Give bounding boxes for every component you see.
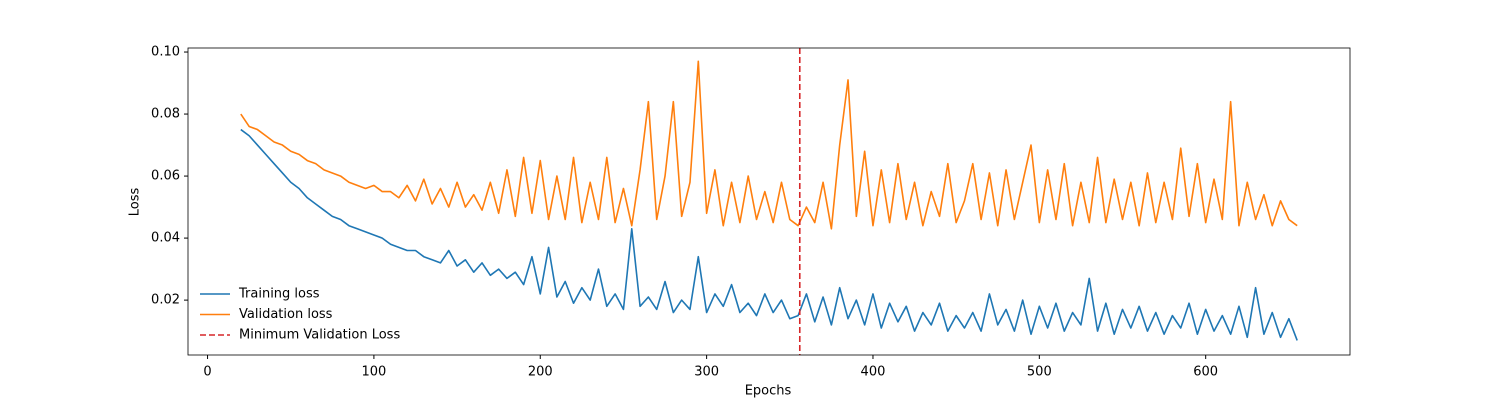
- x-tick-label: 200: [528, 365, 553, 380]
- legend-label: Validation loss: [239, 307, 333, 322]
- y-tick-label: 0.10: [151, 45, 180, 60]
- x-tick-label: 600: [1193, 365, 1218, 380]
- y-tick-label: 0.04: [151, 231, 180, 246]
- data-line: [240, 128, 1298, 341]
- plot-frame: [187, 47, 1351, 356]
- legend-label: Minimum Validation Loss: [239, 328, 400, 343]
- x-axis-label: Epochs: [745, 384, 792, 399]
- x-tick-label: 400: [861, 365, 886, 380]
- data-line: [240, 60, 1298, 230]
- x-tick-label: 300: [694, 365, 719, 380]
- x-tick-label: 500: [1027, 365, 1052, 380]
- x-tick-label: 0: [203, 365, 211, 380]
- y-tick-label: 0.08: [151, 107, 180, 122]
- y-tick-label: 0.02: [151, 293, 180, 308]
- y-axis-label: Loss: [128, 188, 143, 217]
- y-tick-label: 0.06: [151, 169, 180, 184]
- x-tick-label: 100: [361, 365, 386, 380]
- legend-label: Training loss: [238, 287, 320, 302]
